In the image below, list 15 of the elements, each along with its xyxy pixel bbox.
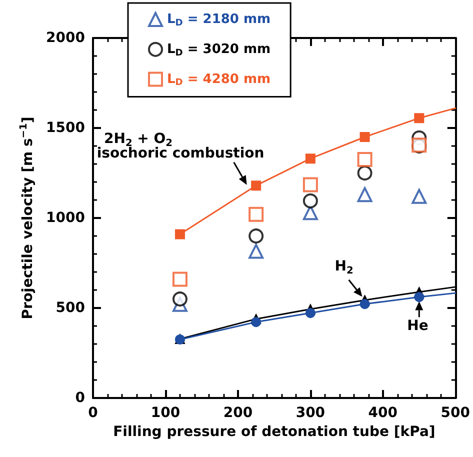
x-tick-label: 400 [368,405,398,421]
annotation: isochoric combustion [96,145,264,162]
x-axis-title: Filling pressure of detonation tube [kPa] [113,424,436,440]
y-tick-label: 0 [75,390,86,406]
y-tick-label: 1500 [46,120,86,136]
annotation: He [407,318,428,334]
x-tick-label: 300 [296,405,326,421]
y-tick-label: 500 [56,300,86,316]
x-tick-label: 500 [440,405,470,421]
y-axis-title: Projectile velocity [m s−1] [18,116,36,320]
x-tick-label: 0 [88,405,98,421]
x-tick-label: 100 [150,405,180,421]
y-tick-label: 1000 [46,210,86,226]
x-tick-label: 200 [223,405,253,421]
y-tick-label: 2000 [46,30,86,46]
